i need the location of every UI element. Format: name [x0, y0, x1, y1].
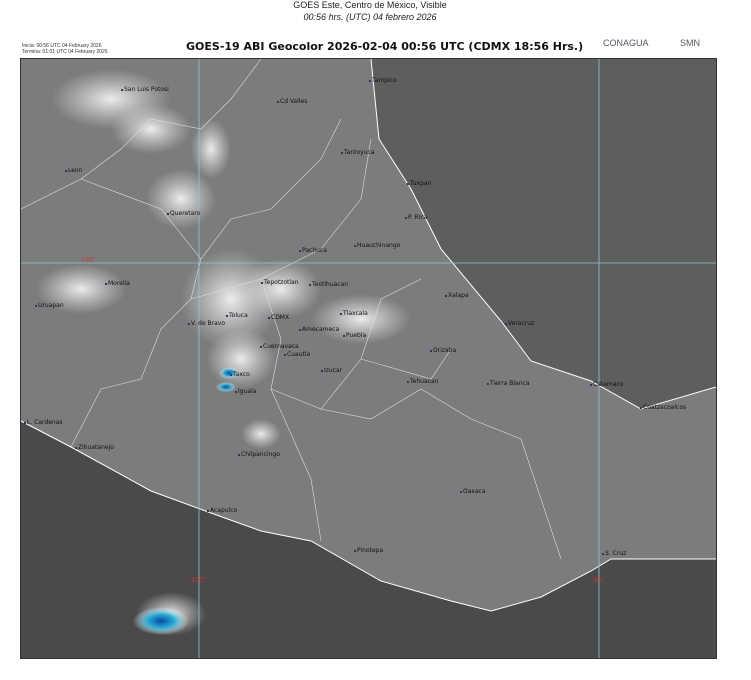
city-label: V. de Bravo	[188, 320, 225, 327]
city-label: Tampico	[369, 77, 397, 84]
city-label: Pachuca	[299, 247, 327, 254]
city-label: Catemaco	[590, 381, 623, 388]
city-label: Queretaro	[167, 210, 200, 217]
city-label: Teotihuacan	[309, 281, 348, 288]
city-label: Amecameca	[299, 326, 339, 333]
pacific-coastline	[21, 420, 716, 612]
city-label: L. Cardenas	[24, 419, 63, 426]
city-label: CDMX	[268, 314, 289, 321]
city-label: Pinotepa	[354, 547, 383, 554]
city-label: Tlaxcala	[340, 310, 368, 317]
lat-20-label: +20°	[81, 257, 96, 264]
city-label: Uruapan	[35, 302, 64, 309]
city-label: Zihuatanejo	[75, 444, 114, 451]
city-label: Cuernavaca	[260, 343, 299, 350]
city-label: Oaxaca	[460, 488, 486, 495]
city-label: Tuxpan	[407, 180, 431, 187]
smn-logo: SMN	[680, 38, 700, 48]
city-label: Leon	[65, 167, 82, 174]
city-label: Veracruz	[505, 320, 534, 327]
image-title: GOES-19 ABI Geocolor 2026-02-04 00:56 UT…	[186, 40, 584, 53]
city-label: S. Cruz	[602, 550, 626, 557]
city-label: Coatzacoalcos	[640, 404, 686, 411]
lon-100-label: -100°	[189, 577, 206, 584]
graticule	[21, 59, 716, 658]
city-label: Tehuacan	[407, 378, 438, 385]
gulf-of-mexico	[371, 59, 716, 409]
city-label: Acapulco	[207, 507, 237, 514]
city-label: Tierra Blanca	[487, 380, 530, 387]
conagua-logo: CONAGUA	[603, 38, 649, 48]
city-label: Cuautla	[284, 351, 310, 358]
city-label: Puebla	[343, 332, 366, 339]
city-label: Toluca	[226, 312, 248, 319]
header-time: 00:56 hrs. (UTC) 04 febrero 2026	[303, 12, 437, 22]
city-label: San Luis Potosi	[121, 86, 169, 93]
city-label: Xalapa	[445, 292, 469, 299]
gulf-coastline	[370, 59, 716, 410]
city-label: Tepotzotlan	[261, 279, 299, 286]
satellite-map[interactable]: +20° -100° -95° San Luis Potosi Cd Valle…	[20, 58, 717, 659]
map-graphics	[21, 59, 716, 658]
storm-cloud	[133, 607, 189, 635]
city-label: Taxco	[230, 371, 250, 378]
start-time: Inicia: 00:56 UTC 04 February 2026	[22, 43, 102, 49]
city-label: P. Rica	[405, 214, 427, 221]
city-label: Tantoyuca	[341, 149, 375, 156]
lon-95-label: -95°	[591, 577, 604, 584]
city-label: Orizaba	[430, 347, 456, 354]
city-label: Cd Valles	[277, 98, 307, 105]
city-label: Izucar	[321, 367, 342, 374]
city-label: Iguala	[235, 388, 256, 395]
city-label: Chilpancingo	[238, 451, 280, 458]
end-time: Termina: 01:01 UTC 04 February 2026	[22, 49, 108, 55]
city-label: Huauchinango	[354, 242, 400, 249]
header-title: GOES Este, Centro de México, Visible	[293, 0, 447, 10]
city-label: Morelia	[105, 280, 130, 287]
storm-cloud	[216, 382, 236, 392]
time-range: Inicia: 00:56 UTC 04 February 2026 Termi…	[22, 43, 108, 55]
